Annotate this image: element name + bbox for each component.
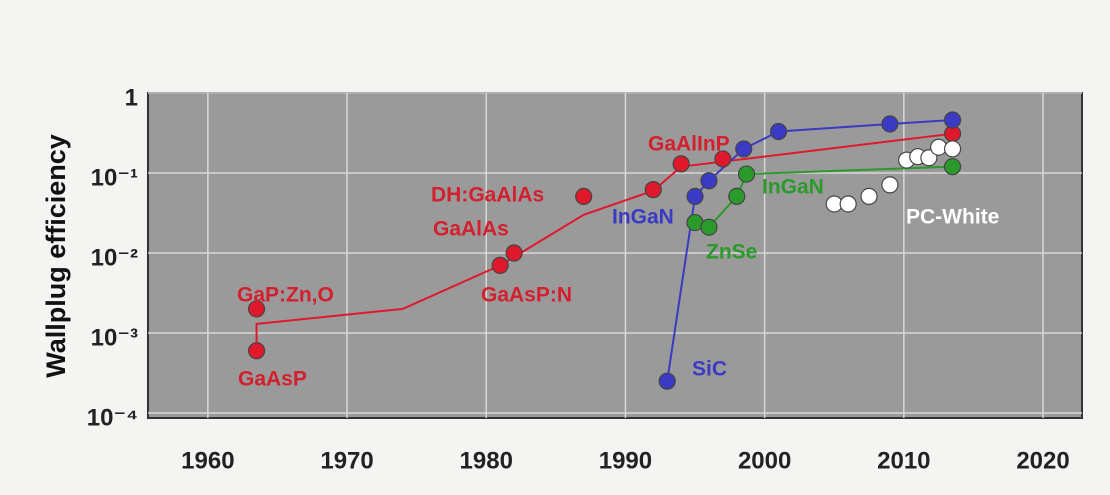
data-point [943,111,962,129]
data-point [943,140,962,158]
x-tick-label: 2020 [1016,447,1069,474]
x-tick-label: 2010 [877,447,930,474]
data-point [672,155,690,173]
data-point [737,165,756,183]
y-tick-label: 10⁻⁴ [87,404,138,431]
data-point [728,187,746,205]
data-point [881,176,899,194]
annotation: SiC [692,358,727,381]
data-point [247,342,266,360]
x-tick-label: 2000 [738,447,791,474]
annotation: PC-White [906,206,999,229]
x-tick-label: 1960 [181,447,234,474]
annotation: GaAlInP [648,133,730,156]
annotation: InGaN [762,176,824,199]
data-point [505,244,523,262]
data-point [247,300,266,318]
data-point [644,181,662,199]
x-tick-label: 1970 [320,447,373,474]
data-point [686,187,704,205]
y-tick-label: 1 [125,84,138,111]
data-point [714,150,732,168]
annotation: GaAsP:N [481,284,572,307]
data-point [700,172,718,190]
data-point [491,256,509,274]
data-point [839,195,857,213]
y-tick-label: 10⁻³ [91,324,138,351]
x-tick-label: 1990 [599,447,652,474]
y-tick-label: 10⁻¹ [91,164,138,191]
data-point [575,187,593,205]
data-point [735,140,753,158]
data-point [769,122,788,141]
annotation: ZnSe [706,241,757,264]
data-point [658,372,676,390]
annotation: GaAsP [238,368,307,391]
annotation: GaAlAs [433,218,509,241]
annotation: GaP:Zn,O [237,284,334,307]
data-point [881,115,899,133]
plot-area [147,92,1083,419]
data-point [700,218,718,236]
annotation: DH:GaAlAs [431,184,544,207]
annotation: InGaN [612,206,674,229]
y-tick-label: 10⁻² [91,244,138,271]
y-axis-label: Wallplug efficiency [41,134,71,378]
data-point [920,149,938,167]
data-point [860,187,878,205]
x-tick-label: 1980 [460,447,513,474]
data-point [943,158,962,176]
